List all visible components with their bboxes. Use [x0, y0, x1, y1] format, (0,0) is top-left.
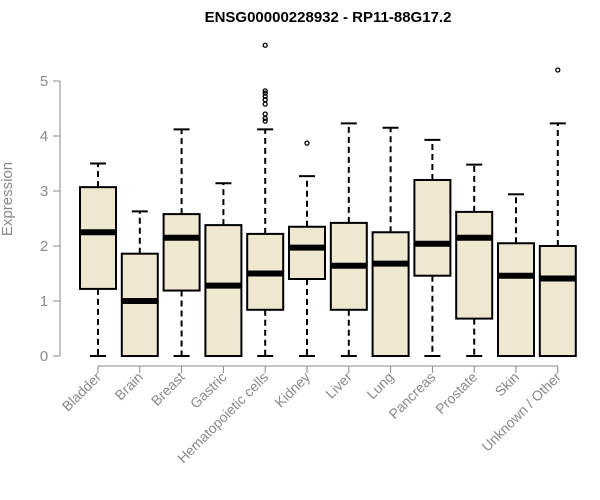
outlier-point [304, 140, 310, 146]
x-tick-label: Kidney [272, 369, 314, 411]
outlier-point [262, 115, 268, 122]
y-tick-label: 0 [40, 348, 48, 365]
x-tick-label: Brain [111, 369, 145, 403]
y-ticks: 0 1 2 3 4 5 [40, 73, 60, 365]
outlier-point [262, 118, 268, 124]
box-gastric [204, 182, 243, 357]
x-tick-label: Breast [148, 369, 188, 409]
iqr-box [79, 186, 117, 290]
iqr-box [288, 225, 326, 280]
box-lung [371, 126, 410, 357]
iqr-box [538, 245, 577, 357]
iqr-box [371, 231, 410, 357]
x-tick-label: Unknown / Other [478, 369, 564, 455]
box-liver [329, 122, 368, 357]
box-unknown-other [538, 67, 577, 357]
iqr-box [162, 213, 201, 292]
iqr-box [204, 224, 243, 357]
y-tick-label: 2 [40, 238, 48, 255]
x-tick-label: Bladder [59, 369, 105, 415]
iqr-box [497, 242, 535, 357]
box-kidney [288, 140, 326, 357]
outlier-point [262, 90, 268, 96]
outlier-point [262, 101, 268, 107]
box-pancreas [413, 138, 452, 357]
x-tick-label: Prostate [432, 369, 480, 417]
x-tick-label: Skin [492, 369, 523, 400]
box-brain [120, 210, 159, 357]
x-tick-label: Lung [363, 369, 396, 402]
outlier-point [262, 93, 268, 100]
outlier-point [262, 111, 268, 117]
y-tick-label: 5 [40, 73, 48, 90]
box-prostate [455, 163, 494, 357]
iqr-box [120, 252, 159, 357]
boxes-layer [79, 42, 577, 357]
x-ticks [97, 366, 559, 373]
box-hematopoietic-cells [246, 42, 285, 357]
y-tick-label: 3 [40, 183, 48, 200]
y-tick-label: 1 [40, 293, 48, 310]
outlier-point [262, 88, 268, 94]
x-tick-label: Liver [322, 369, 355, 402]
y-axis-label: Expression [0, 162, 16, 236]
box-skin [497, 193, 535, 357]
outlier-point [555, 67, 561, 73]
box-breast [162, 128, 201, 357]
outlier-point [262, 42, 268, 48]
chart-title: ENSG00000228932 - RP11-88G17.2 [205, 9, 452, 26]
iqr-box [455, 210, 494, 320]
y-tick-label: 4 [40, 128, 48, 145]
iqr-box [413, 179, 452, 277]
outlier-point [262, 97, 268, 103]
box-bladder [79, 162, 117, 357]
